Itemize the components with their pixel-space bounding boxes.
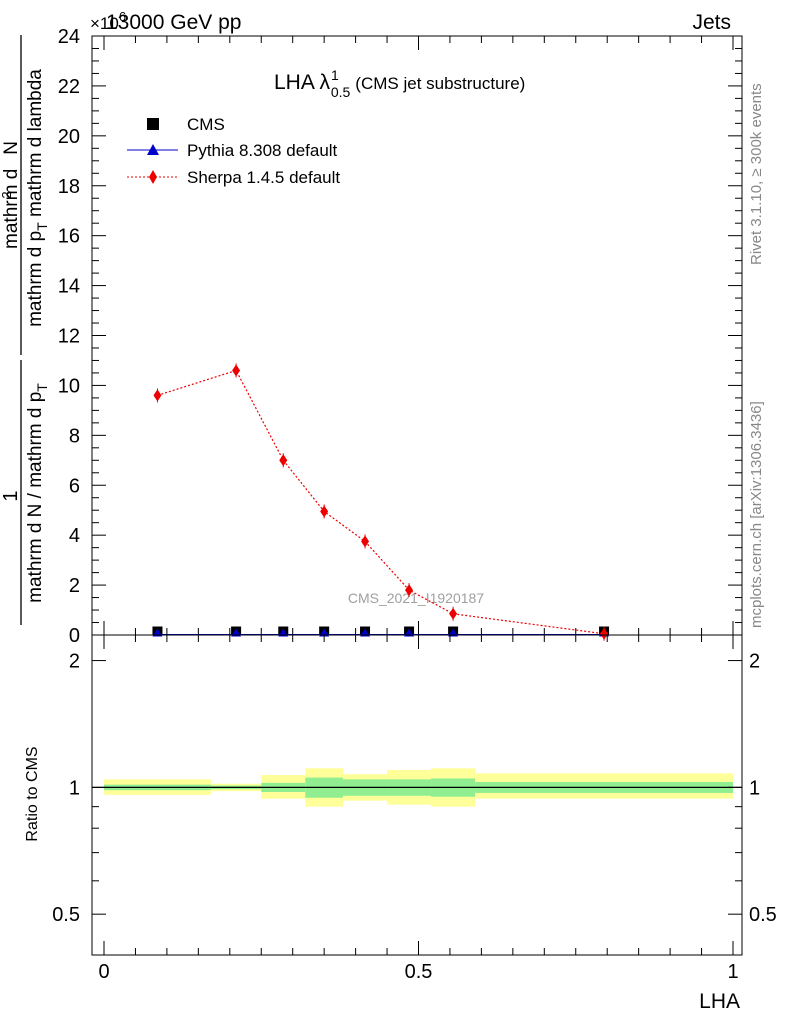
x-tick-label: 0 xyxy=(98,961,109,983)
ratio-ylabel: Ratio to CMS xyxy=(24,746,41,841)
ratio-panel: 0.5 0.5 1 1 2 2 0 0.5 1 Ratio to CMS LHA xyxy=(24,634,777,1013)
y-exponent: ×106 xyxy=(90,9,126,33)
sherpa-point xyxy=(279,454,288,467)
legend-marker-pythia xyxy=(147,144,159,155)
y-tick-label: 24 xyxy=(58,26,80,48)
ylabel-frac1-numerator: 1 xyxy=(0,490,22,501)
mcplots-label: mcplots.cern.ch [arXiv:1306.3436] xyxy=(748,401,765,628)
header-left: 13000 GeV pp xyxy=(106,11,241,34)
ratio-y-tick-label-left: 2 xyxy=(69,651,80,673)
ylabel-frac1-denominator: mathrm d N / mathrm d pT xyxy=(25,383,50,603)
legend-label-sherpa: Sherpa 1.4.5 default xyxy=(187,168,340,187)
y-tick-label: 10 xyxy=(58,375,80,397)
ratio-y-tick-label-left: 1 xyxy=(69,777,80,799)
sherpa-point xyxy=(232,364,241,377)
ylabel-frac2-denominator: mathrm d pT mathrm d lambda xyxy=(25,69,50,327)
header-right: Jets xyxy=(692,11,731,34)
x-tick-label: 1 xyxy=(727,961,738,983)
sherpa-point xyxy=(600,627,609,640)
sherpa-point xyxy=(405,584,414,597)
legend: CMS Pythia 8.308 default Sherpa 1.4.5 de… xyxy=(127,115,340,187)
y-tick-label: 8 xyxy=(69,425,80,447)
y-tick-label: 18 xyxy=(58,176,80,198)
legend-label-pythia: Pythia 8.308 default xyxy=(187,141,338,160)
ratio-y-tick-label-right: 0.5 xyxy=(749,904,777,926)
y-tick-label: 20 xyxy=(58,126,80,148)
ylabel-frac2-numerator-text: mathrm dN xyxy=(1,141,22,249)
sherpa-point xyxy=(449,607,458,620)
main-title: LHA λ1 0.5 (CMS jet substructure) xyxy=(274,67,525,100)
main-panel: CMS_2021_I1920187 024681012141618202224 … xyxy=(0,26,743,647)
ratio-y-tick-label-right: 2 xyxy=(749,651,760,673)
y-tick-label: 22 xyxy=(58,76,80,98)
ratio-bands xyxy=(92,768,742,807)
x-tick-label: 0.5 xyxy=(405,961,433,983)
sherpa-point xyxy=(361,535,370,548)
ratio-y-tick-label-left: 0.5 xyxy=(52,904,80,926)
legend-marker-cms xyxy=(147,118,159,130)
y-tick-label: 6 xyxy=(69,475,80,497)
y-tick-label: 0 xyxy=(69,625,80,647)
legend-marker-sherpa xyxy=(149,170,157,184)
ratio-y-tick-label-right: 1 xyxy=(749,777,760,799)
y-tick-label: 16 xyxy=(58,226,80,248)
sherpa-point xyxy=(320,505,329,518)
main-ylabel: 1 mathrm d N / mathrm d pT 2 mathrm dN m… xyxy=(0,35,50,625)
watermark: CMS_2021_I1920187 xyxy=(348,590,484,606)
y-tick-label: 4 xyxy=(69,525,80,547)
x-axis-label: LHA xyxy=(699,990,740,1013)
ratio-ticks: 0.5 0.5 1 1 2 2 0 0.5 1 xyxy=(52,635,777,983)
sherpa-point xyxy=(153,389,162,402)
ylabel-frac2-numerator: 2 xyxy=(0,191,14,198)
y-tick-label: 2 xyxy=(69,575,80,597)
legend-label-cms: CMS xyxy=(187,115,225,134)
y-tick-label: 12 xyxy=(58,326,80,348)
ratio-frame xyxy=(91,634,743,956)
rivet-label: Rivet 3.1.10, ≥ 300k events xyxy=(748,83,765,265)
y-tick-label: 14 xyxy=(58,276,80,298)
